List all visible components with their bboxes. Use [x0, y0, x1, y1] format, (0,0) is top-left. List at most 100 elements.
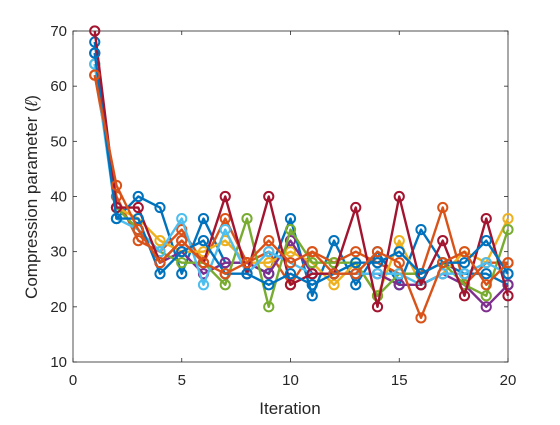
- data-point: [263, 279, 275, 291]
- data-point: [437, 235, 449, 247]
- data-point: [328, 279, 340, 291]
- data-point: [458, 257, 471, 269]
- data-point: [306, 246, 318, 258]
- y-axis-label: Compression parameter (ℓ): [22, 95, 41, 299]
- data-point: [219, 212, 231, 225]
- data-point: [284, 235, 297, 247]
- data-point: [437, 201, 449, 214]
- data-point: [502, 257, 514, 269]
- data-point: [415, 224, 427, 236]
- y-tick-label: 20: [50, 299, 67, 316]
- x-tick-label: 0: [69, 372, 77, 389]
- data-point: [89, 47, 101, 59]
- data-point: [219, 268, 231, 280]
- y-tick-label: 50: [50, 133, 67, 150]
- data-point: [371, 246, 384, 258]
- x-tick-label: 10: [282, 372, 299, 389]
- data-point: [350, 246, 362, 258]
- data-point: [219, 224, 231, 236]
- data-point: [132, 224, 144, 236]
- data-point: [132, 235, 144, 247]
- data-point: [371, 257, 384, 269]
- y-axis-label-symbol: ℓ: [22, 100, 41, 107]
- data-point: [176, 257, 188, 269]
- y-tick-label: 60: [50, 78, 67, 95]
- data-point: [176, 235, 188, 247]
- data-point: [458, 246, 471, 258]
- y-tick-label: 40: [50, 189, 67, 206]
- data-point: [306, 279, 318, 291]
- data-point: [154, 235, 166, 247]
- data-point: [350, 268, 362, 280]
- data-point: [241, 257, 253, 269]
- data-point: [480, 235, 492, 247]
- y-tick-label: 70: [50, 23, 67, 40]
- data-point: [437, 257, 449, 269]
- data-point: [328, 268, 340, 280]
- data-point: [132, 201, 144, 214]
- data-point: [393, 190, 405, 203]
- data-point: [284, 212, 297, 225]
- data-point: [415, 268, 427, 280]
- data-point: [110, 179, 123, 192]
- series-layer: [89, 25, 514, 324]
- y-tick-label: 30: [50, 244, 67, 261]
- data-point: [306, 290, 318, 302]
- data-point: [393, 235, 405, 247]
- data-point: [197, 235, 210, 247]
- data-point: [263, 301, 275, 313]
- data-point: [154, 201, 166, 214]
- data-point: [154, 257, 166, 269]
- data-point: [219, 257, 231, 269]
- data-point: [241, 212, 253, 225]
- data-point: [132, 190, 144, 203]
- data-point: [284, 246, 297, 258]
- data-point: [350, 279, 362, 291]
- data-point: [284, 268, 297, 280]
- data-point: [89, 69, 101, 81]
- data-point: [263, 246, 275, 258]
- data-point: [502, 279, 514, 291]
- data-point: [502, 212, 514, 225]
- data-point: [284, 257, 297, 269]
- data-point: [415, 312, 427, 324]
- data-point: [393, 257, 405, 269]
- data-point: [306, 268, 318, 280]
- data-point: [89, 25, 101, 37]
- data-point: [415, 279, 427, 291]
- data-point: [219, 190, 231, 203]
- tick-layer: 0 5 10 15 20 10 20 30 40 50 60 70: [50, 23, 516, 389]
- data-point: [306, 257, 318, 269]
- data-point: [197, 279, 210, 291]
- x-tick-label: 15: [391, 372, 408, 389]
- data-point: [176, 212, 188, 225]
- data-point: [176, 268, 188, 280]
- data-point: [480, 257, 492, 269]
- data-point: [176, 246, 188, 258]
- series-9: [89, 69, 514, 324]
- data-point: [502, 290, 514, 302]
- data-point: [197, 257, 210, 269]
- data-point: [263, 235, 275, 247]
- data-point: [350, 201, 362, 214]
- data-point: [241, 268, 253, 280]
- data-point: [263, 190, 275, 203]
- data-point: [480, 268, 492, 280]
- data-point: [328, 235, 340, 247]
- data-point: [110, 212, 123, 225]
- data-point: [219, 279, 231, 291]
- y-axis-label-suffix: ): [22, 95, 41, 101]
- data-point: [197, 212, 210, 225]
- data-point: [458, 268, 471, 280]
- data-point: [458, 290, 471, 302]
- data-point: [284, 279, 297, 291]
- data-point: [154, 268, 166, 280]
- x-tick-label: 5: [178, 372, 186, 389]
- data-point: [502, 268, 514, 280]
- data-point: [263, 257, 275, 269]
- x-axis-label: Iteration: [259, 399, 320, 418]
- data-point: [393, 279, 405, 291]
